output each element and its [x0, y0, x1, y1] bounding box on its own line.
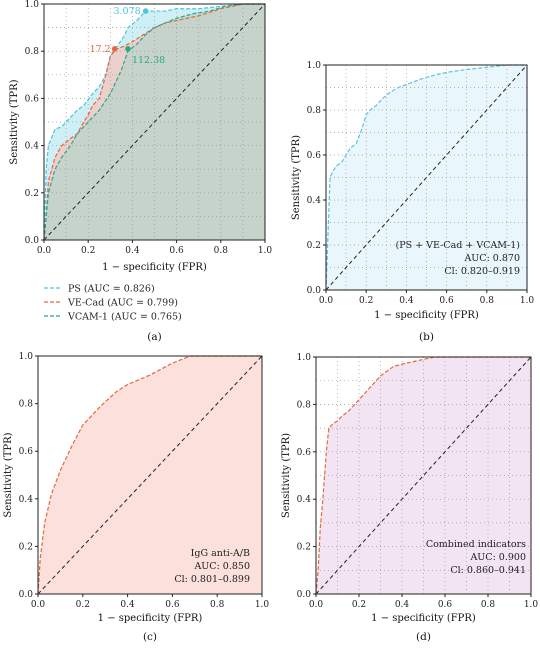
- x-tick-label: 0.4: [125, 246, 140, 256]
- auc-note-line: (PS + VE-Cad + VCAM-1): [396, 240, 520, 251]
- y-tick-label: 0.4: [297, 495, 312, 505]
- y-tick-label: 0.8: [19, 400, 34, 410]
- cutoff-label: 17.2: [90, 44, 111, 55]
- x-tick-label: 0.6: [439, 296, 454, 306]
- y-axis-label: Sensitivity (TPR): [281, 433, 292, 518]
- y-tick-label: 1.0: [307, 61, 322, 71]
- auc-note-line: AUC: 0.870: [463, 253, 520, 264]
- y-axis-label: Sensitivity (TPR): [291, 135, 302, 220]
- x-tick-label: 1.0: [524, 600, 539, 610]
- y-tick-label: 0.8: [25, 47, 40, 57]
- y-tick-label: 0.6: [25, 94, 40, 104]
- x-tick-label: 0.4: [120, 600, 135, 610]
- x-axis-label: 1 − specificity (FPR): [374, 310, 479, 321]
- cutoff-point: [111, 46, 118, 52]
- y-tick-label: 0.6: [19, 447, 34, 457]
- y-tick-label: 0.2: [297, 543, 311, 553]
- y-tick-label: 0.4: [19, 495, 34, 505]
- y-tick-label: 0.2: [19, 542, 33, 552]
- x-axis-label: 1 − specificity (FPR): [371, 613, 476, 624]
- x-tick-label: 0.8: [214, 246, 229, 256]
- auc-note-line: Cl: 0.860–0.941: [450, 565, 526, 576]
- legend-entry: VE-Cad (AUC = 0.799): [67, 298, 178, 309]
- y-tick-label: 0.8: [307, 106, 322, 116]
- x-tick-label: 0.6: [169, 246, 184, 256]
- x-tick-label: 0.0: [37, 246, 52, 256]
- y-axis-label: Sensitivity (TPR): [3, 432, 14, 517]
- roc-curve-0: [43, 3, 265, 241]
- y-tick-label: 0.4: [307, 196, 322, 206]
- y-tick-label: 1.0: [19, 352, 34, 362]
- x-tick-label: 0.2: [81, 246, 95, 256]
- x-axis-label: 1 − specificity (FPR): [98, 613, 203, 624]
- y-tick-label: 0.0: [25, 236, 40, 246]
- y-tick-label: 0.6: [297, 448, 312, 458]
- y-tick-label: 0.6: [307, 151, 322, 161]
- y-tick-label: 0.2: [25, 189, 39, 199]
- roc-panel-b: 0.0 0.2 0.4 0.6 0.8 1.0 0.0 0.2 0.4 0.6 0.8 1.0 1 − …: [291, 61, 534, 343]
- plot-frame: [325, 64, 528, 291]
- legend-entry: PS (AUC = 0.826): [68, 284, 155, 295]
- panel-label: (d): [416, 631, 431, 643]
- roc-panel-a: 0.0 0.2 0.4 0.6 0.8 1.0 0.0 0.2 0.4 0.6 0.8 1.0 1 − …: [9, 0, 272, 343]
- x-tick-label: 0.4: [399, 296, 414, 306]
- x-tick-label: 0.4: [395, 600, 410, 610]
- x-tick-label: 0.0: [319, 296, 334, 306]
- auc-note-line: Cl: 0.820–0.919: [444, 266, 520, 277]
- x-tick-label: 0.8: [480, 296, 495, 306]
- roc-panel-c: 0.0 0.2 0.4 0.6 0.8 1.0 0.0 0.2 0.4 0.6 0.8 1.0 1 − …: [3, 352, 269, 643]
- panel-label: (a): [147, 331, 161, 343]
- auc-note-line: AUC: 0.900: [469, 552, 526, 563]
- auc-note-line: AUC: 0.850: [193, 561, 250, 572]
- roc-curve-1: [43, 3, 265, 241]
- plot-frame: [37, 355, 263, 595]
- cutoff-point: [125, 46, 131, 52]
- x-tick-label: 0.8: [210, 600, 225, 610]
- y-tick-label: 0.0: [19, 590, 34, 600]
- plot-frame: [43, 3, 266, 241]
- cutoff-point: [142, 8, 149, 14]
- chance-diagonal: [37, 355, 263, 595]
- x-tick-label: 1.0: [258, 246, 273, 256]
- x-tick-label: 0.0: [309, 600, 324, 610]
- chance-diagonal: [43, 3, 266, 241]
- y-tick-label: 0.4: [25, 142, 40, 152]
- y-tick-label: 0.0: [307, 286, 322, 296]
- chance-diagonal: [315, 356, 532, 595]
- x-tick-label: 0.2: [359, 296, 373, 306]
- x-tick-label: 0.6: [165, 600, 180, 610]
- auc-note-line: Cl: 0.801–0.899: [174, 574, 250, 585]
- x-tick-label: 0.0: [31, 600, 46, 610]
- panel-label: (b): [419, 331, 434, 343]
- x-tick-label: 0.2: [76, 600, 90, 610]
- x-tick-label: 1.0: [255, 600, 270, 610]
- y-tick-label: 1.0: [25, 0, 40, 10]
- x-tick-label: 0.2: [352, 600, 366, 610]
- cutoff-label: 3.078: [113, 6, 140, 17]
- plot-frame: [315, 356, 532, 595]
- legend-entry: VCAM-1 (AUC = 0.765): [67, 312, 182, 323]
- y-tick-label: 0.8: [297, 400, 312, 410]
- cutoff-label: 112.38: [132, 55, 165, 66]
- y-tick-label: 1.0: [297, 353, 312, 363]
- roc-panel-d: 0.0 0.2 0.4 0.6 0.8 1.0 0.0 0.2 0.4 0.6 0.8 1.0 1 − …: [281, 353, 538, 643]
- x-axis-label: 1 − specificity (FPR): [102, 262, 207, 273]
- y-axis-label: Sensitivity (TPR): [9, 79, 20, 164]
- x-tick-label: 0.8: [481, 600, 496, 610]
- roc-curve-0: [325, 64, 527, 291]
- auc-note-line: IgG anti-A/B: [191, 548, 250, 559]
- panel-label: (c): [143, 631, 157, 643]
- chance-diagonal: [325, 64, 528, 291]
- x-tick-label: 1.0: [520, 296, 535, 306]
- y-tick-label: 0.0: [297, 590, 312, 600]
- auc-note-line: Combined indicators: [426, 539, 526, 550]
- x-tick-label: 0.6: [438, 600, 453, 610]
- y-tick-label: 0.2: [307, 241, 321, 251]
